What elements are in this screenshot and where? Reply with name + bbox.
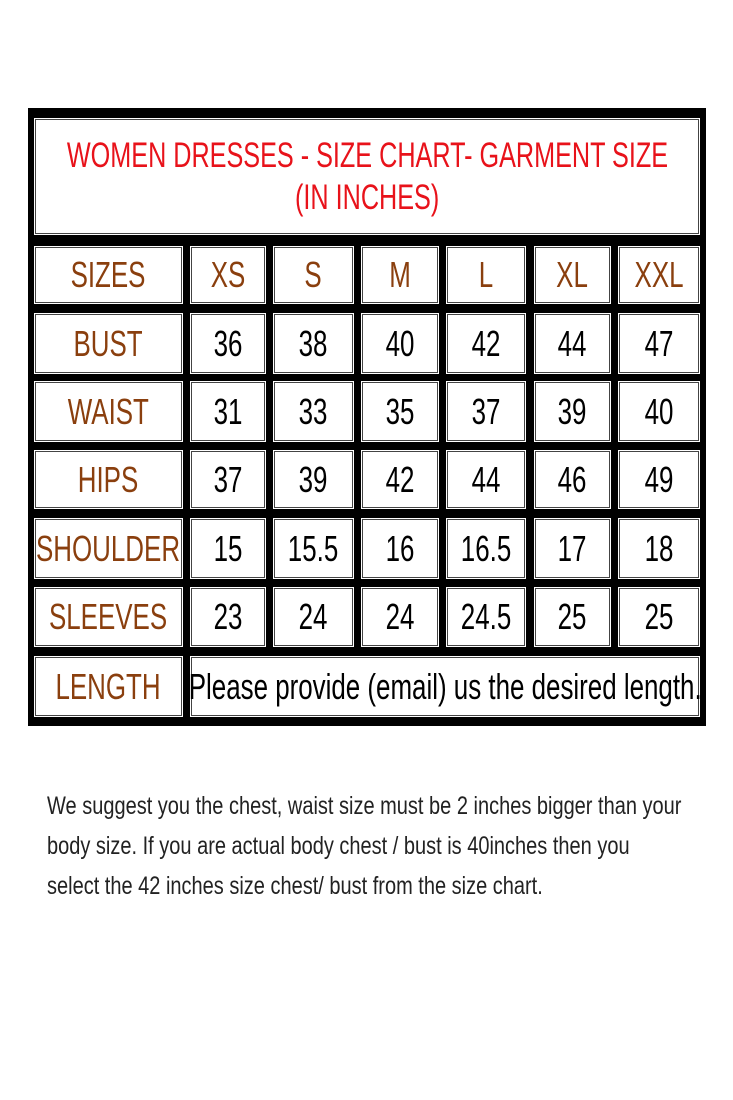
- measurement-value: 35: [385, 390, 415, 432]
- measurement-value: 24: [299, 596, 328, 637]
- measurement-value: 42: [385, 458, 415, 500]
- header-label-cell: SIZES: [33, 245, 184, 305]
- measurement-value-cell: 47: [617, 312, 701, 375]
- header-label: SIZES: [71, 254, 146, 295]
- measurement-value-cell: 49: [617, 449, 701, 510]
- measurement-value-cell: 37: [189, 449, 267, 510]
- row-label-cell: SLEEVES: [33, 586, 184, 648]
- length-note: Please provide (email) us the desired le…: [188, 665, 702, 707]
- measurement-value: 47: [644, 322, 674, 364]
- measurement-value: 16: [385, 527, 415, 569]
- measurement-value: 17: [558, 527, 587, 569]
- measurement-value: 44: [471, 458, 501, 500]
- row-label: SLEEVES: [49, 596, 168, 637]
- measurement-value: 33: [299, 390, 328, 432]
- measurement-value-cell: 16: [360, 517, 440, 580]
- measurement-value: 36: [213, 322, 243, 364]
- size-header: S: [304, 254, 323, 295]
- size-header-cell: M: [360, 245, 440, 305]
- measurement-value-cell: 44: [445, 449, 527, 510]
- measurement-value-cell: 24.5: [445, 586, 527, 648]
- size-header-cell: S: [272, 245, 355, 305]
- measurement-value-cell: 24: [360, 586, 440, 648]
- title-cell: WOMEN DRESSES - SIZE CHART- GARMENT SIZE…: [33, 117, 701, 236]
- measurement-value: 38: [299, 322, 328, 364]
- chart-subtitle: (IN INCHES): [294, 177, 440, 217]
- chart-title: WOMEN DRESSES - SIZE CHART- GARMENT SIZE: [66, 135, 668, 175]
- measurement-value: 40: [644, 390, 674, 432]
- measurement-value-cell: 24: [272, 586, 355, 648]
- measurement-value: 23: [213, 596, 243, 637]
- measurement-value: 24.5: [460, 596, 512, 637]
- measurement-value-cell: 16.5: [445, 517, 527, 580]
- size-header: XL: [556, 254, 589, 295]
- measurement-value-cell: 31: [189, 380, 267, 443]
- row-label: SHOULDER: [36, 527, 181, 569]
- size-header: M: [389, 254, 411, 295]
- row-label: WAIST: [67, 390, 150, 432]
- measurement-value: 31: [213, 390, 243, 432]
- length-label: LENGTH: [55, 665, 162, 707]
- measurement-value-cell: 42: [445, 312, 527, 375]
- measurement-value-cell: 40: [360, 312, 440, 375]
- row-label-cell: SHOULDER: [33, 517, 184, 580]
- measurement-value: 25: [558, 596, 587, 637]
- size-header-cell: XL: [533, 245, 612, 305]
- measurement-value-cell: 18: [617, 517, 701, 580]
- size-header-cell: XS: [189, 245, 267, 305]
- advice-line: body size. If you are actual body chest …: [47, 832, 630, 860]
- row-label-cell: BUST: [33, 312, 184, 375]
- measurement-value: 39: [299, 458, 328, 500]
- advice-line: select the 42 inches size chest/ bust fr…: [47, 872, 543, 900]
- measurement-value-cell: 39: [272, 449, 355, 510]
- measurement-value-cell: 39: [533, 380, 612, 443]
- measurement-value-cell: 35: [360, 380, 440, 443]
- measurement-value-cell: 40: [617, 380, 701, 443]
- measurement-value-cell: 33: [272, 380, 355, 443]
- size-header: XS: [210, 254, 246, 295]
- row-label: BUST: [73, 322, 144, 364]
- measurement-value-cell: 15: [189, 517, 267, 580]
- measurement-value-cell: 37: [445, 380, 527, 443]
- measurement-value: 42: [471, 322, 501, 364]
- measurement-value-cell: 25: [533, 586, 612, 648]
- measurement-value: 40: [385, 322, 415, 364]
- measurement-value-cell: 42: [360, 449, 440, 510]
- size-header: L: [478, 254, 494, 295]
- measurement-value-cell: 44: [533, 312, 612, 375]
- size-header: XXL: [634, 254, 684, 295]
- measurement-value: 15.5: [288, 527, 339, 569]
- measurement-value-cell: 36: [189, 312, 267, 375]
- measurement-value: 16.5: [460, 527, 512, 569]
- measurement-value-cell: 23: [189, 586, 267, 648]
- row-label: HIPS: [78, 458, 139, 500]
- measurement-value-cell: 15.5: [272, 517, 355, 580]
- measurement-value: 44: [558, 322, 587, 364]
- measurement-value: 15: [213, 527, 243, 569]
- row-label-cell: HIPS: [33, 449, 184, 510]
- size-header-cell: L: [445, 245, 527, 305]
- measurement-value: 39: [558, 390, 587, 432]
- measurement-value: 37: [213, 458, 243, 500]
- length-label-cell: LENGTH: [33, 655, 184, 718]
- length-note-cell: Please provide (email) us the desired le…: [189, 655, 701, 718]
- measurement-value: 24: [385, 596, 415, 637]
- measurement-value: 18: [644, 527, 674, 569]
- measurement-value-cell: 38: [272, 312, 355, 375]
- measurement-value-cell: 25: [617, 586, 701, 648]
- measurement-value: 25: [644, 596, 674, 637]
- measurement-value-cell: 46: [533, 449, 612, 510]
- measurement-value-cell: 17: [533, 517, 612, 580]
- measurement-value: 49: [644, 458, 674, 500]
- measurement-value: 46: [558, 458, 587, 500]
- advice-line: We suggest you the chest, waist size mus…: [47, 792, 682, 820]
- row-label-cell: WAIST: [33, 380, 184, 443]
- size-header-cell: XXL: [617, 245, 701, 305]
- measurement-value: 37: [471, 390, 501, 432]
- size-chart-table: WOMEN DRESSES - SIZE CHART- GARMENT SIZE…: [28, 108, 706, 726]
